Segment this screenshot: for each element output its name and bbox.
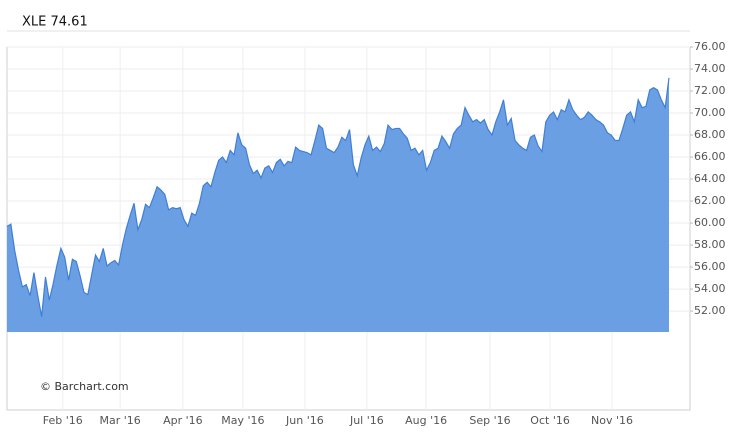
y-tick-label: 72.00 [694, 84, 726, 97]
credit: © Barchart.com [40, 380, 129, 393]
x-tick-label: Jun '16 [285, 414, 324, 427]
chart-title: XLE 74.61 [22, 15, 88, 30]
y-tick-label: 68.00 [694, 128, 726, 141]
x-tick-label: Mar '16 [100, 414, 141, 427]
x-tick-label: Sep '16 [469, 414, 510, 427]
y-tick-label: 74.00 [694, 62, 726, 75]
x-tick-label: Aug '16 [405, 414, 447, 427]
y-tick-label: 66.00 [694, 150, 726, 163]
y-tick-label: 56.00 [694, 260, 726, 273]
price-line [6, 77, 670, 317]
y-tick-label: 64.00 [694, 172, 726, 185]
x-tick-label: Oct '16 [530, 414, 570, 427]
x-tick-label: Feb '16 [43, 414, 83, 427]
y-tick-label: 60.00 [694, 216, 726, 229]
y-tick-label: 58.00 [694, 238, 726, 251]
y-tick-label: 52.00 [694, 304, 726, 317]
area [7, 77, 669, 332]
x-tick-label: Apr '16 [163, 414, 203, 427]
y-tick-label: 62.00 [694, 194, 726, 207]
x-tick-label: Nov '16 [591, 414, 633, 427]
y-tick-label: 70.00 [694, 106, 726, 119]
y-tick-label: 76.00 [694, 40, 726, 53]
x-tick-label: May '16 [221, 414, 264, 427]
marks [6, 77, 670, 332]
y-tick-label: 54.00 [694, 282, 726, 295]
x-tick-label: Jul '16 [349, 414, 384, 427]
